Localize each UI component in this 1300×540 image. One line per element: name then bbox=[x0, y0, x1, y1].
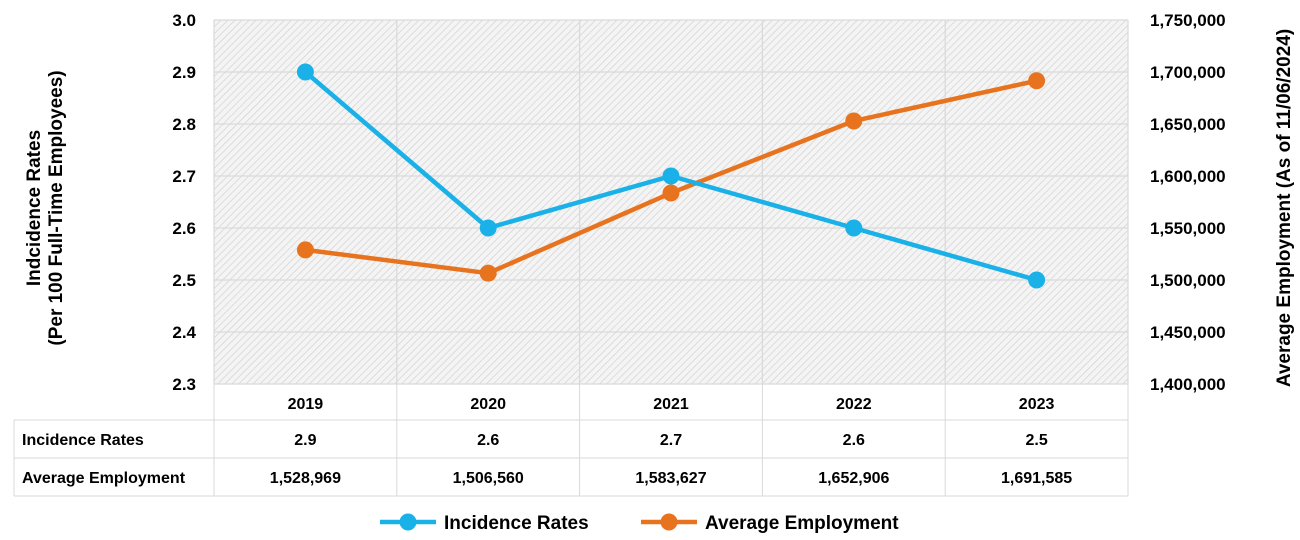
legend-label: Average Employment bbox=[705, 513, 899, 534]
data-point-1 bbox=[296, 241, 314, 259]
left-tick-label: 2.6 bbox=[172, 219, 196, 238]
left-tick-label: 2.7 bbox=[172, 167, 196, 186]
data-point-0 bbox=[479, 219, 497, 237]
right-axis-title: Average Employment (As of 11/06/2024) bbox=[1274, 29, 1295, 387]
table-cell: 1,506,560 bbox=[453, 470, 524, 487]
right-tick-label: 1,500,000 bbox=[1150, 271, 1226, 290]
table-row-header: Average Employment bbox=[22, 470, 186, 487]
category-label: 2021 bbox=[653, 396, 689, 413]
left-tick-label: 2.9 bbox=[172, 63, 196, 82]
left-axis-title: Indcidence Rates bbox=[24, 130, 45, 286]
table-row-header: Incidence Rates bbox=[22, 432, 144, 449]
left-tick-label: 2.5 bbox=[172, 271, 196, 290]
left-axis-ticks: 3.0 2.9 2.8 2.7 2.6 2.5 2.4 2.3 bbox=[172, 11, 196, 394]
table-cell: 1,583,627 bbox=[635, 470, 706, 487]
table-cell: 2.6 bbox=[843, 432, 865, 449]
data-point-0 bbox=[662, 167, 680, 185]
table-cell: 2.6 bbox=[477, 432, 499, 449]
left-axis-title-line2: (Per 100 Full-Time Employees) bbox=[46, 70, 67, 345]
right-tick-label: 1,700,000 bbox=[1150, 63, 1226, 82]
data-point-1 bbox=[1028, 72, 1046, 90]
left-tick-label: 3.0 bbox=[172, 11, 196, 30]
right-tick-label: 1,750,000 bbox=[1150, 11, 1226, 30]
data-table: 2019 2020 2021 2022 2023 Incidence Rates 2.9 2.… bbox=[13, 384, 1129, 497]
category-label: 2019 bbox=[288, 396, 324, 413]
right-tick-label: 1,600,000 bbox=[1150, 167, 1226, 186]
right-axis-ticks: 1,750,000 1,700,000 1,650,000 1,600,000 1,55… bbox=[1150, 11, 1226, 394]
series-layer bbox=[296, 63, 1046, 289]
right-tick-label: 1,450,000 bbox=[1150, 323, 1226, 342]
category-label: 2020 bbox=[470, 396, 506, 413]
category-label: 2022 bbox=[836, 396, 872, 413]
table-cell: 1,691,585 bbox=[1001, 470, 1072, 487]
table-cell: 1,652,906 bbox=[818, 470, 889, 487]
right-tick-label: 1,400,000 bbox=[1150, 375, 1226, 394]
legend: Incidence Rates Average Employment bbox=[380, 513, 899, 534]
left-tick-label: 2.8 bbox=[172, 115, 196, 134]
data-point-0 bbox=[845, 219, 863, 237]
data-point-1 bbox=[845, 112, 863, 130]
plot-area bbox=[214, 20, 1128, 384]
data-point-1 bbox=[662, 184, 680, 202]
data-point-0 bbox=[1028, 271, 1046, 289]
legend-swatch-marker bbox=[660, 513, 678, 531]
table-cell: 1,528,969 bbox=[270, 470, 341, 487]
left-tick-label: 2.3 bbox=[172, 375, 196, 394]
table-cell: 2.9 bbox=[294, 432, 316, 449]
legend-label: Incidence Rates bbox=[444, 513, 589, 534]
right-tick-label: 1,550,000 bbox=[1150, 219, 1226, 238]
data-point-1 bbox=[479, 264, 497, 282]
left-tick-label: 2.4 bbox=[172, 323, 196, 342]
data-point-0 bbox=[296, 63, 314, 81]
legend-swatch-marker bbox=[399, 513, 417, 531]
right-tick-label: 1,650,000 bbox=[1150, 115, 1226, 134]
table-cell: 2.7 bbox=[660, 432, 682, 449]
table-cell: 2.5 bbox=[1025, 432, 1047, 449]
category-label: 2023 bbox=[1019, 396, 1055, 413]
